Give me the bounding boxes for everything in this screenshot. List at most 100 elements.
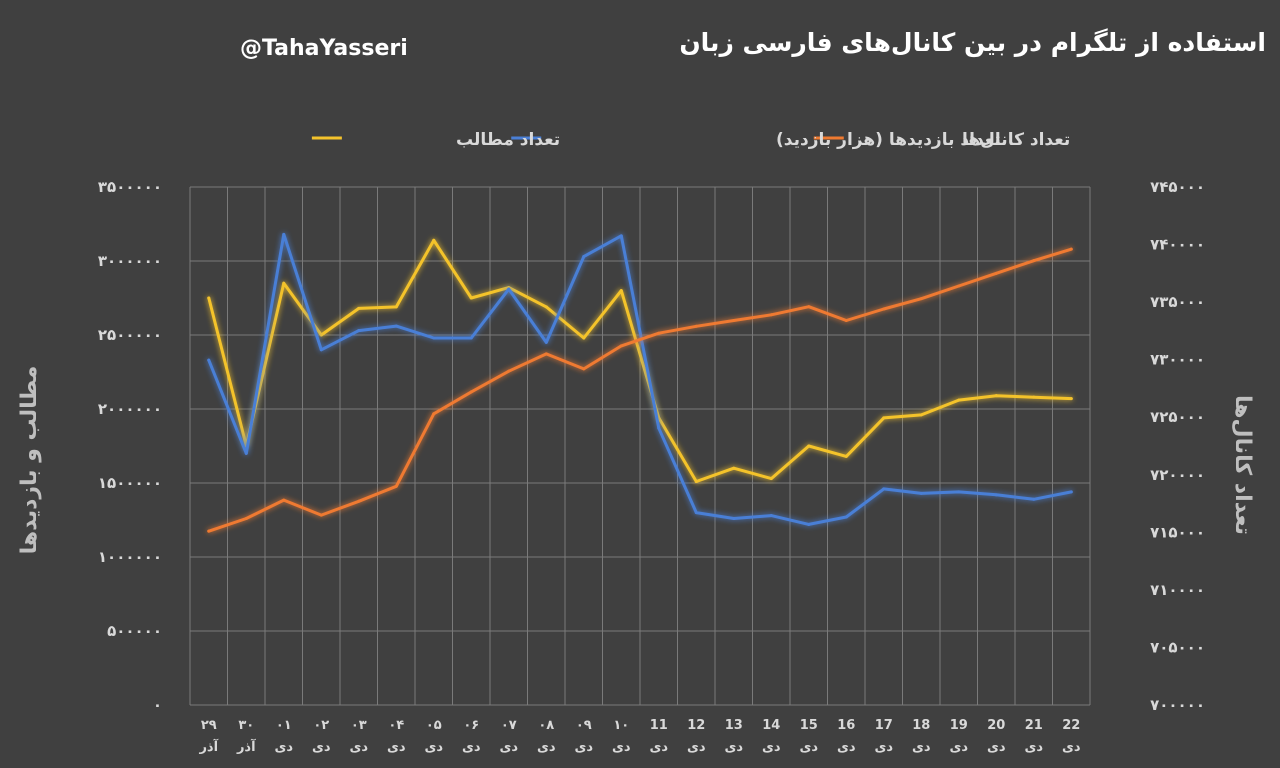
data-point-2: [994, 271, 998, 275]
data-point-0: [882, 416, 886, 420]
x-tick-month: دی: [574, 740, 593, 755]
series-line-1: [207, 232, 1073, 526]
data-point-1: [1069, 490, 1073, 494]
x-tick-day: 21: [1025, 718, 1043, 733]
data-point-0: [319, 333, 323, 337]
x-tick-day: 13: [725, 718, 743, 733]
y-right-tick-label: ۷۰۰۰۰۰: [1150, 696, 1205, 714]
x-tick-day: ۰۷: [501, 718, 517, 733]
y-left-tick-label: ۱۵۰۰۰۰۰: [98, 474, 162, 492]
y-left-tick-label: ۳۵۰۰۰۰۰: [98, 178, 162, 196]
x-axis: ۲۹ آذر ۳۰ آذر ۰۱ دی ۰۲ دی ۰۳ دی ۰۴ دی ۰۵ دی ۰۶ دی ۰۷ دی ۰۸…: [198, 718, 1080, 755]
y-right-tick-label: ۷۲۰۰۰۰: [1150, 466, 1205, 484]
y-right-tick-label: ۷۴۰۰۰۰: [1150, 236, 1205, 254]
data-point-1: [1032, 497, 1036, 501]
series-line-0: [207, 238, 1073, 483]
data-point-0: [769, 477, 773, 481]
data-point-1: [582, 255, 586, 259]
data-point-2: [694, 324, 698, 328]
x-tick-day: ۰۶: [463, 718, 479, 733]
data-point-0: [844, 454, 848, 458]
data-point-2: [657, 331, 661, 335]
y-axis-right-label: تعداد کانال‌ها: [1230, 395, 1255, 535]
data-point-1: [319, 348, 323, 352]
data-point-1: [357, 329, 361, 333]
data-point-0: [394, 305, 398, 309]
data-point-0: [732, 466, 736, 470]
x-tick-day: 19: [950, 718, 968, 733]
x-tick-day: ۰۴: [388, 718, 404, 733]
y-right-tick-label: ۷۳۵۰۰۰: [1150, 293, 1205, 311]
author-handle: @TahaYasseri: [240, 36, 408, 61]
y-right-tick-label: ۷۳۰۰۰۰: [1150, 351, 1205, 369]
data-point-2: [244, 517, 248, 521]
data-point-2: [1069, 247, 1073, 251]
data-point-1: [507, 287, 511, 291]
data-point-0: [544, 305, 548, 309]
data-point-2: [394, 484, 398, 488]
data-point-1: [694, 511, 698, 515]
x-tick-day: ۰۸: [538, 718, 554, 733]
data-point-2: [319, 513, 323, 517]
x-tick-month: دی: [687, 740, 706, 755]
y-left-tick-label: ۱۰۰۰۰۰۰: [98, 548, 162, 566]
x-tick-month: دی: [987, 740, 1006, 755]
x-tick-month: دی: [949, 740, 968, 755]
data-point-2: [357, 499, 361, 503]
data-point-2: [1032, 259, 1036, 263]
x-tick-month: دی: [724, 740, 743, 755]
x-tick-day: ۰۵: [426, 718, 442, 733]
x-tick-month: دی: [874, 740, 893, 755]
y-right-tick-label: ۷۰۵۰۰۰: [1150, 638, 1205, 656]
data-point-2: [844, 319, 848, 323]
data-point-1: [957, 490, 961, 494]
x-tick-month: دی: [274, 740, 293, 755]
data-point-2: [282, 498, 286, 502]
x-tick-month: دی: [312, 740, 331, 755]
x-tick-month: دی: [537, 740, 556, 755]
legend-label-0: تعداد مطالب: [456, 130, 560, 150]
data-point-1: [207, 358, 211, 362]
y-right-tick-label: ۷۱۵۰۰۰: [1150, 523, 1205, 541]
x-tick-day: ۱۰: [613, 718, 629, 733]
x-tick-day: 18: [912, 718, 930, 733]
data-point-0: [957, 398, 961, 402]
x-tick-month: دی: [799, 740, 818, 755]
data-point-2: [432, 412, 436, 416]
x-tick-month: دی: [837, 740, 856, 755]
y-right-tick-label: ۷۲۵۰۰۰: [1150, 408, 1205, 426]
data-point-0: [807, 444, 811, 448]
data-point-2: [207, 529, 211, 533]
data-point-2: [507, 369, 511, 373]
data-point-0: [1069, 397, 1073, 401]
data-point-1: [657, 426, 661, 430]
chart-title: استفاده از تلگرام در بین کانال‌های فارسی…: [679, 28, 1266, 57]
data-point-1: [732, 517, 736, 521]
data-point-2: [619, 344, 623, 348]
x-tick-day: 12: [687, 718, 705, 733]
data-point-1: [882, 487, 886, 491]
data-point-1: [844, 515, 848, 519]
x-tick-month: دی: [762, 740, 781, 755]
grid: [189, 186, 1091, 706]
y-axis-right: ۷۰۰۰۰۰ ۷۰۵۰۰۰ ۷۱۰۰۰۰ ۷۱۵۰۰۰ ۷۲۰۰۰۰ ۷۲۵۰۰۰ ۷۳۰۰…: [1150, 178, 1205, 714]
x-tick-month: دی: [424, 740, 443, 755]
x-tick-day: ۰۳: [351, 718, 367, 733]
x-tick-month: دی: [612, 740, 631, 755]
series-lines: [207, 232, 1073, 533]
legend-label-1: تعداد بازدیدها (هزار بازدید): [776, 130, 1001, 150]
data-point-1: [994, 493, 998, 497]
data-point-2: [882, 307, 886, 311]
data-point-0: [694, 480, 698, 484]
data-point-0: [619, 289, 623, 293]
x-tick-month: آذر: [198, 738, 218, 755]
x-tick-day: 17: [875, 718, 893, 733]
data-point-2: [469, 390, 473, 394]
x-tick-month: دی: [462, 740, 481, 755]
legend-label-2: تعداد کانال‌ها: [962, 130, 1070, 150]
data-point-1: [619, 234, 623, 238]
data-point-2: [957, 284, 961, 288]
